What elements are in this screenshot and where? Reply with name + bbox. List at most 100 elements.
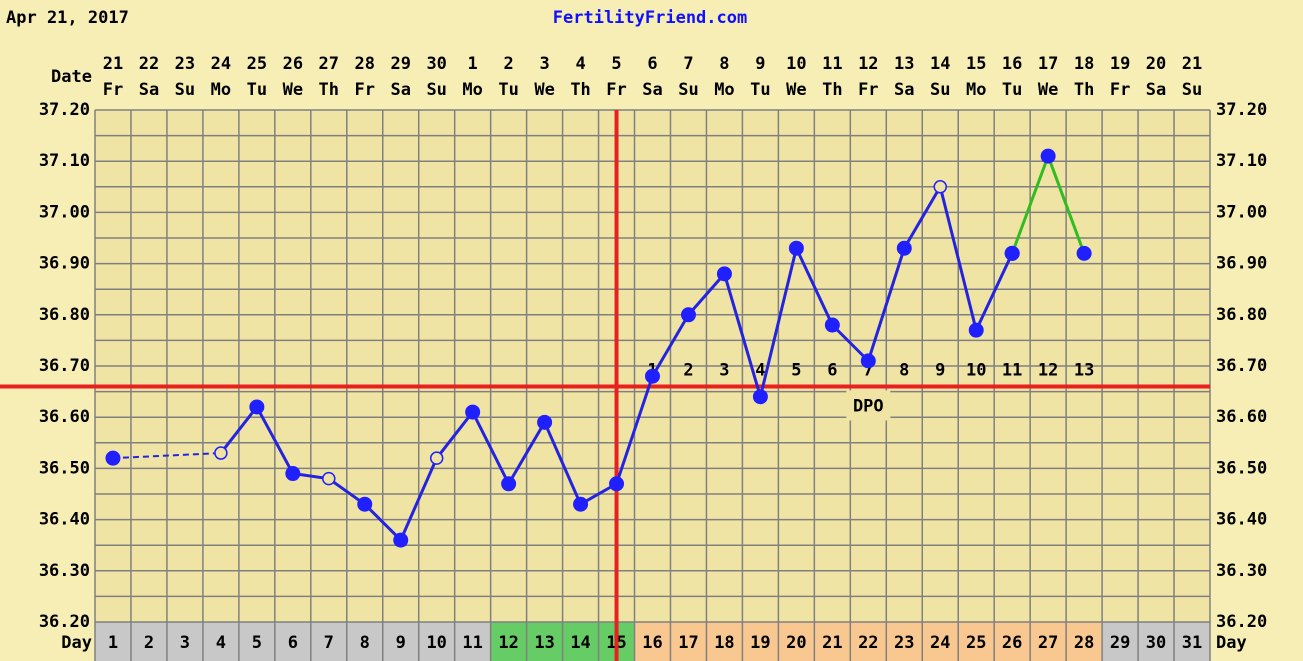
day-number: 30 bbox=[1146, 633, 1166, 653]
x-tick-label: 27 bbox=[319, 54, 339, 74]
x-tick-label: 28 bbox=[355, 54, 375, 74]
day-cell bbox=[1174, 622, 1210, 661]
day-cell bbox=[742, 622, 779, 661]
temperature-point bbox=[788, 240, 804, 256]
y-tick-label: 36.20 bbox=[1216, 612, 1267, 632]
temperature-point bbox=[285, 466, 301, 482]
day-number: 28 bbox=[1074, 633, 1094, 653]
day-number: 6 bbox=[288, 633, 298, 653]
day-number: 5 bbox=[252, 633, 262, 653]
day-cell bbox=[778, 622, 815, 661]
x-tick-label: 24 bbox=[211, 54, 231, 74]
weekday-label: Sa bbox=[642, 80, 662, 100]
weekday-label: Th bbox=[822, 80, 842, 100]
dpo-label: 2 bbox=[683, 360, 693, 380]
day-cell bbox=[634, 622, 671, 661]
weekday-label: We bbox=[283, 80, 303, 100]
x-tick-label: 19 bbox=[1110, 54, 1130, 74]
day-number: 17 bbox=[678, 633, 698, 653]
day-cell bbox=[346, 622, 383, 661]
dpo-label: 7 bbox=[863, 360, 873, 380]
day-cell bbox=[382, 622, 419, 661]
weekday-label: We bbox=[1038, 80, 1058, 100]
y-tick-label: 37.00 bbox=[1216, 202, 1267, 222]
day-number: 11 bbox=[462, 633, 482, 653]
x-tick-label: 23 bbox=[175, 54, 195, 74]
temperature-point bbox=[393, 532, 409, 548]
weekday-label: Mo bbox=[966, 80, 986, 100]
day-number: 23 bbox=[894, 633, 914, 653]
day-cell bbox=[454, 622, 491, 661]
weekday-label: Mo bbox=[211, 80, 231, 100]
day-cell bbox=[1066, 622, 1103, 661]
weekday-label: Mo bbox=[714, 80, 734, 100]
temperature-point bbox=[968, 322, 984, 338]
date-label: Date bbox=[51, 67, 92, 87]
weekday-label: Fr bbox=[103, 80, 123, 100]
y-tick-label: 36.70 bbox=[1216, 356, 1267, 376]
y-tick-label: 36.50 bbox=[39, 458, 90, 478]
y-tick-label: 36.30 bbox=[1216, 561, 1267, 581]
y-tick-label: 36.50 bbox=[1216, 458, 1267, 478]
day-cell bbox=[526, 622, 563, 661]
y-tick-label: 36.30 bbox=[39, 561, 90, 581]
day-number: 27 bbox=[1038, 633, 1058, 653]
y-tick-label: 36.80 bbox=[39, 305, 90, 325]
day-cell bbox=[706, 622, 743, 661]
day-label: Day bbox=[61, 633, 92, 653]
temperature-point bbox=[896, 240, 912, 256]
day-cell bbox=[238, 622, 275, 661]
day-cell bbox=[1102, 622, 1139, 661]
weekday-label: Sa bbox=[1146, 80, 1166, 100]
day-cell bbox=[130, 622, 167, 661]
weekday-label: We bbox=[786, 80, 806, 100]
y-tick-label: 36.70 bbox=[39, 356, 90, 376]
y-tick-label: 36.60 bbox=[1216, 407, 1267, 427]
weekday-label: Sa bbox=[139, 80, 159, 100]
x-tick-label: 5 bbox=[611, 54, 621, 74]
dpo-label: 11 bbox=[1002, 360, 1022, 380]
temperature-point bbox=[357, 496, 373, 512]
y-tick-label: 36.40 bbox=[39, 510, 90, 530]
y-tick-label: 36.80 bbox=[1216, 305, 1267, 325]
day-number: 4 bbox=[216, 633, 226, 653]
temperature-point bbox=[322, 471, 336, 486]
x-tick-label: 11 bbox=[822, 54, 842, 74]
weekday-label: Fr bbox=[1110, 80, 1130, 100]
y-tick-label: 36.90 bbox=[39, 254, 90, 274]
gap-connector bbox=[112, 452, 221, 460]
x-tick-label: 15 bbox=[966, 54, 986, 74]
day-number: 29 bbox=[1110, 633, 1130, 653]
weekday-label: Tu bbox=[1002, 80, 1022, 100]
dpo-title: DPO bbox=[853, 396, 884, 416]
day-cell bbox=[814, 622, 851, 661]
day-number: 3 bbox=[180, 633, 190, 653]
day-label: Day bbox=[1216, 633, 1247, 653]
x-tick-label: 1 bbox=[468, 54, 478, 74]
temperature-point bbox=[214, 446, 228, 460]
temperature-point bbox=[1076, 245, 1092, 261]
day-cell bbox=[886, 622, 923, 661]
weekday-label: Su bbox=[930, 80, 950, 100]
x-tick-label: 13 bbox=[894, 54, 914, 74]
day-cell bbox=[1030, 622, 1067, 661]
x-tick-label: 9 bbox=[755, 54, 765, 74]
x-tick-label: 2 bbox=[504, 54, 514, 74]
day-cell bbox=[95, 622, 131, 661]
weekday-label: Tu bbox=[750, 80, 770, 100]
dpo-label: 6 bbox=[827, 360, 837, 380]
temperature-point bbox=[680, 307, 696, 323]
weekday-label: Fr bbox=[355, 80, 375, 100]
day-number: 16 bbox=[642, 633, 662, 653]
temperature-point bbox=[645, 368, 660, 384]
day-number: 31 bbox=[1182, 633, 1202, 653]
site-name[interactable]: FertilityFriend.com bbox=[553, 8, 747, 28]
day-cell bbox=[562, 622, 599, 661]
day-number: 10 bbox=[426, 633, 446, 653]
dpo-label: 12 bbox=[1038, 360, 1058, 380]
x-tick-label: 18 bbox=[1074, 54, 1094, 74]
temperature-point bbox=[1004, 245, 1020, 261]
x-tick-label: 12 bbox=[858, 54, 878, 74]
day-cell bbox=[850, 622, 887, 661]
y-tick-label: 37.10 bbox=[39, 151, 90, 171]
